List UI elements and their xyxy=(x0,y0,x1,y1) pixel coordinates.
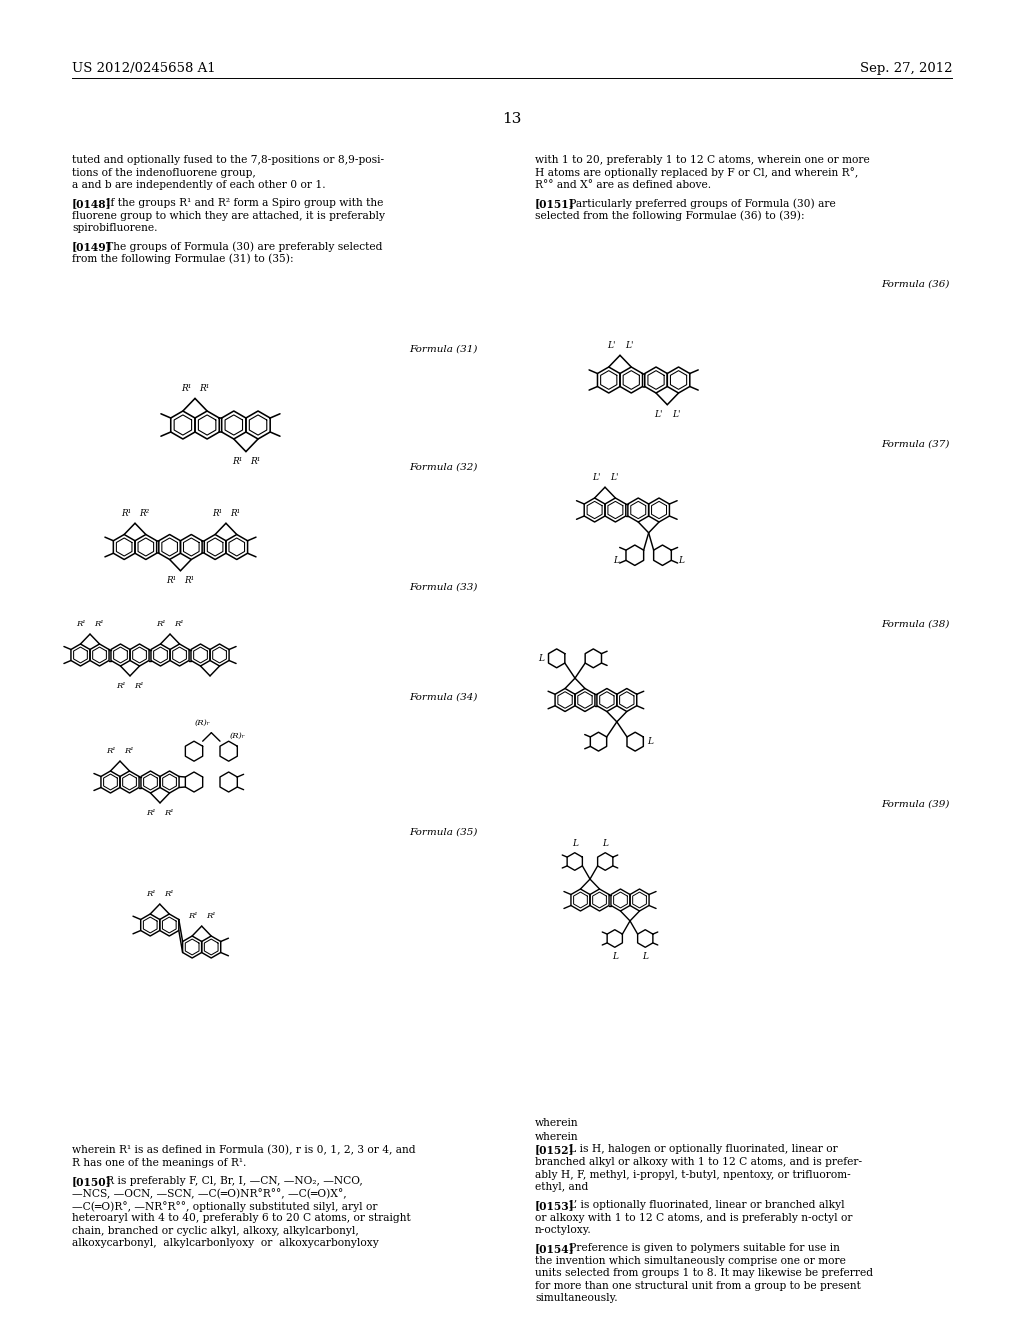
Text: US 2012/0245658 A1: US 2012/0245658 A1 xyxy=(72,62,216,75)
Text: R¹: R¹ xyxy=(124,747,134,755)
Text: chain, branched or cyclic alkyl, alkoxy, alkylcarbonyl,: chain, branched or cyclic alkyl, alkoxy,… xyxy=(72,1226,358,1236)
Text: [0148]: [0148] xyxy=(72,198,112,209)
Text: Formula (34): Formula (34) xyxy=(410,693,478,702)
Text: selected from the following Formulae (36) to (39):: selected from the following Formulae (36… xyxy=(535,211,805,222)
Text: R¹: R¹ xyxy=(164,890,174,898)
Text: [0151]: [0151] xyxy=(535,198,574,209)
Text: [0150]: [0150] xyxy=(72,1176,112,1187)
Text: spirobifluorene.: spirobifluorene. xyxy=(72,223,158,234)
Text: heteroaryl with 4 to 40, preferably 6 to 20 C atoms, or straight: heteroaryl with 4 to 40, preferably 6 to… xyxy=(72,1213,411,1224)
Text: L': L' xyxy=(672,411,681,420)
Text: wherein R¹ is as defined in Formula (30), r is 0, 1, 2, 3 or 4, and: wherein R¹ is as defined in Formula (30)… xyxy=(72,1144,416,1155)
Text: alkoxycarbonyl,  alkylcarbonlyoxy  or  alkoxycarbonyloxy: alkoxycarbonyl, alkylcarbonlyoxy or alko… xyxy=(72,1238,379,1249)
Text: units selected from groups 1 to 8. It may likewise be preferred: units selected from groups 1 to 8. It ma… xyxy=(535,1269,873,1278)
Text: R¹: R¹ xyxy=(167,577,176,585)
Text: [0154]: [0154] xyxy=(535,1243,574,1254)
Text: [0149]: [0149] xyxy=(72,242,112,252)
Text: with 1 to 20, preferably 1 to 12 C atoms, wherein one or more: with 1 to 20, preferably 1 to 12 C atoms… xyxy=(535,154,869,165)
Text: Formula (35): Formula (35) xyxy=(410,828,478,837)
Text: Formula (32): Formula (32) xyxy=(410,463,478,473)
Text: a and b are independently of each other 0 or 1.: a and b are independently of each other … xyxy=(72,180,326,190)
Text: L is H, halogen or optionally fluorinated, linear or: L is H, halogen or optionally fluorinate… xyxy=(559,1144,838,1155)
Text: Formula (39): Formula (39) xyxy=(882,800,950,809)
Text: Formula (31): Formula (31) xyxy=(410,345,478,354)
Text: L': L' xyxy=(607,341,615,350)
Text: from the following Formulae (31) to (35):: from the following Formulae (31) to (35)… xyxy=(72,253,294,264)
Text: L: L xyxy=(539,653,544,663)
Text: R¹: R¹ xyxy=(164,809,174,817)
Text: Formula (37): Formula (37) xyxy=(882,440,950,449)
Text: (R)ᵣ: (R)ᵣ xyxy=(229,733,245,741)
Text: —NCS, —OCN, —SCN, —C(═O)NR°R°°, —C(═O)X°,: —NCS, —OCN, —SCN, —C(═O)NR°R°°, —C(═O)X°… xyxy=(72,1188,347,1199)
Text: or alkoxy with 1 to 12 C atoms, and is preferably n-octyl or: or alkoxy with 1 to 12 C atoms, and is p… xyxy=(535,1213,853,1222)
Text: ethyl, and: ethyl, and xyxy=(535,1181,589,1192)
Text: L: L xyxy=(571,840,578,849)
Text: R¹: R¹ xyxy=(146,809,156,817)
Text: Formula (38): Formula (38) xyxy=(882,620,950,630)
Text: The groups of Formula (30) are preferably selected: The groups of Formula (30) are preferabl… xyxy=(96,242,383,252)
Text: fluorene group to which they are attached, it is preferably: fluorene group to which they are attache… xyxy=(72,211,385,220)
Text: If the groups R¹ and R² form a Spiro group with the: If the groups R¹ and R² form a Spiro gro… xyxy=(96,198,383,209)
Text: L’ is optionally fluorinated, linear or branched alkyl: L’ is optionally fluorinated, linear or … xyxy=(559,1200,845,1210)
Text: Formula (33): Formula (33) xyxy=(410,583,478,591)
Text: 13: 13 xyxy=(503,112,521,125)
Text: L': L' xyxy=(654,411,663,420)
Text: R¹: R¹ xyxy=(106,747,116,755)
Text: L: L xyxy=(611,952,617,961)
Text: simultaneously.: simultaneously. xyxy=(535,1294,617,1303)
Text: R¹: R¹ xyxy=(157,620,166,628)
Text: R²: R² xyxy=(139,508,150,517)
Text: R¹: R¹ xyxy=(146,890,156,898)
Text: R is preferably F, Cl, Br, I, —CN, —NO₂, —NCO,: R is preferably F, Cl, Br, I, —CN, —NO₂,… xyxy=(96,1176,362,1185)
Text: the invention which simultaneously comprise one or more: the invention which simultaneously compr… xyxy=(535,1255,846,1266)
Text: n-octyloxy.: n-octyloxy. xyxy=(535,1225,592,1236)
Text: R has one of the meanings of R¹.: R has one of the meanings of R¹. xyxy=(72,1158,247,1167)
Text: L: L xyxy=(678,556,684,565)
Text: [0153]: [0153] xyxy=(535,1200,574,1212)
Text: R¹: R¹ xyxy=(174,620,184,628)
Text: [0152]: [0152] xyxy=(535,1144,574,1155)
Text: R¹: R¹ xyxy=(94,620,103,628)
Text: R¹: R¹ xyxy=(184,577,195,585)
Text: —C(═O)R°, —NR°R°°, optionally substituted silyl, aryl or: —C(═O)R°, —NR°R°°, optionally substitute… xyxy=(72,1201,378,1212)
Text: R¹: R¹ xyxy=(212,508,222,517)
Text: tions of the indenofluorene group,: tions of the indenofluorene group, xyxy=(72,168,256,177)
Text: L: L xyxy=(642,952,648,961)
Text: L': L' xyxy=(625,341,633,350)
Text: ably H, F, methyl, i-propyl, t-butyl, npentoxy, or trifluorom-: ably H, F, methyl, i-propyl, t-butyl, np… xyxy=(535,1170,851,1180)
Text: R¹: R¹ xyxy=(231,457,242,466)
Text: Sep. 27, 2012: Sep. 27, 2012 xyxy=(859,62,952,75)
Text: R¹: R¹ xyxy=(116,682,126,690)
Text: for more than one structural unit from a group to be present: for more than one structural unit from a… xyxy=(535,1280,861,1291)
Text: Formula (36): Formula (36) xyxy=(882,280,950,289)
Text: L': L' xyxy=(609,473,618,482)
Text: (R)ᵣ: (R)ᵣ xyxy=(195,718,211,727)
Text: Preference is given to polymers suitable for use in: Preference is given to polymers suitable… xyxy=(559,1243,840,1253)
Text: R¹: R¹ xyxy=(121,508,131,517)
Text: R¹: R¹ xyxy=(250,457,260,466)
Text: R¹: R¹ xyxy=(229,508,240,517)
Text: tuted and optionally fused to the 7,8-positions or 8,9-posi-: tuted and optionally fused to the 7,8-po… xyxy=(72,154,384,165)
Text: R°° and X° are as defined above.: R°° and X° are as defined above. xyxy=(535,180,711,190)
Text: L: L xyxy=(602,840,608,849)
Text: L': L' xyxy=(592,473,600,482)
Text: L: L xyxy=(613,556,620,565)
Text: R¹: R¹ xyxy=(199,384,209,393)
Text: R¹: R¹ xyxy=(134,682,143,690)
Text: branched alkyl or alkoxy with 1 to 12 C atoms, and is prefer-: branched alkyl or alkoxy with 1 to 12 C … xyxy=(535,1158,862,1167)
Text: R¹: R¹ xyxy=(181,384,191,393)
Text: Particularly preferred groups of Formula (30) are: Particularly preferred groups of Formula… xyxy=(559,198,836,209)
Text: R¹: R¹ xyxy=(76,620,86,628)
Text: wherein: wherein xyxy=(535,1133,579,1142)
Text: R¹: R¹ xyxy=(206,912,215,920)
Text: wherein: wherein xyxy=(535,1118,579,1129)
Text: H atoms are optionally replaced by F or Cl, and wherein R°,: H atoms are optionally replaced by F or … xyxy=(535,168,858,178)
Text: L: L xyxy=(647,737,653,746)
Text: R¹: R¹ xyxy=(187,912,198,920)
